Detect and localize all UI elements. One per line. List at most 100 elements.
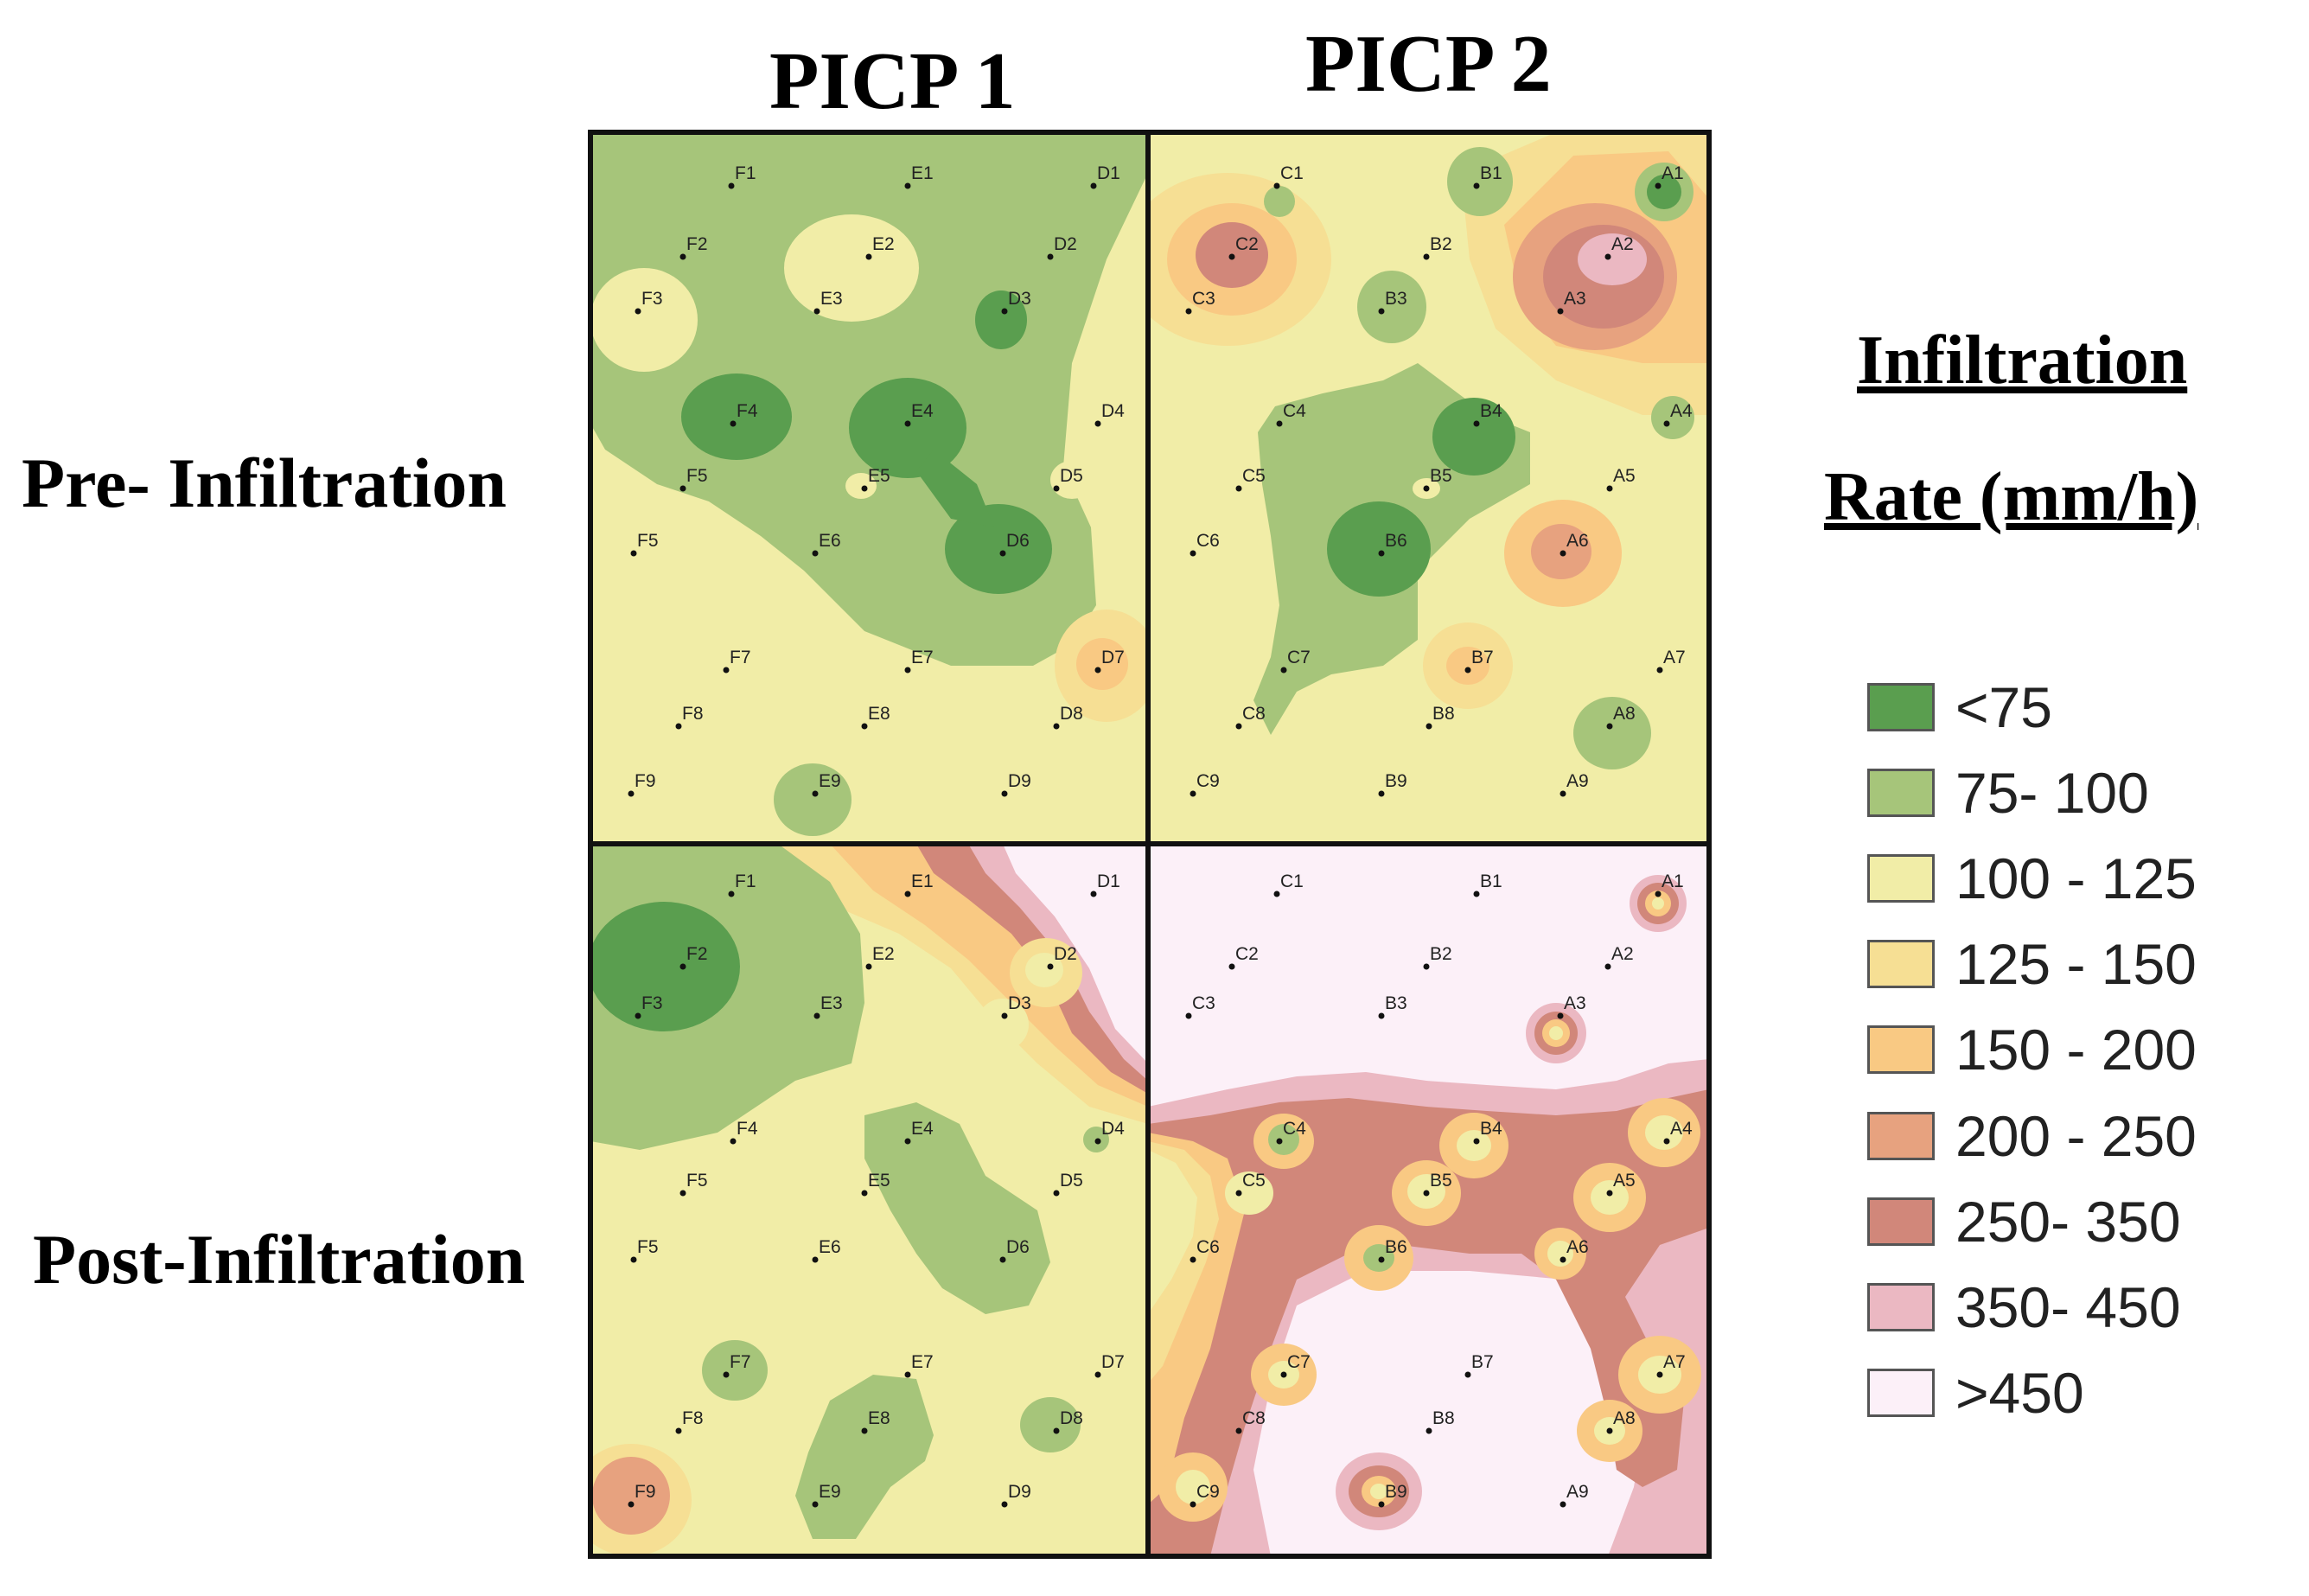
sample-point-label-picp2-pre: C3 bbox=[1192, 289, 1215, 309]
sample-point-label-picp2-pre: A4 bbox=[1670, 401, 1693, 421]
sample-point-marker bbox=[730, 1138, 737, 1145]
sample-point-marker bbox=[812, 1501, 819, 1508]
sample-point-label-picp2-pre: C4 bbox=[1283, 401, 1306, 421]
sample-point-label-picp2-pre: C1 bbox=[1280, 163, 1304, 183]
sample-point-label-picp2-pre: A6 bbox=[1566, 531, 1589, 551]
sample-point-label-picp1-pre: E9 bbox=[819, 771, 841, 791]
sample-point-label-picp2-post: C8 bbox=[1242, 1408, 1266, 1428]
sample-point-marker bbox=[1557, 1012, 1564, 1019]
sample-point-label-picp2-pre: C2 bbox=[1235, 234, 1259, 254]
sample-point-label-picp2-post: C1 bbox=[1280, 871, 1304, 891]
sample-point-label-picp1-pre: E2 bbox=[872, 234, 895, 254]
sample-points: F1 E1 D1 F2 E2 D2 F3 E3 D3 F4 E4 D4 F5 E5 D5 F5 E6 D6 F7 E7… bbox=[628, 163, 1693, 1508]
sample-point-label-picp2-pre: A2 bbox=[1611, 234, 1634, 254]
sample-point-marker bbox=[1001, 790, 1008, 797]
sample-point-marker bbox=[1473, 1138, 1480, 1145]
sample-point-label-picp2-post: A6 bbox=[1566, 1237, 1589, 1257]
sample-point-label-picp2-pre: C9 bbox=[1196, 771, 1220, 791]
legend-item: 75- 100 bbox=[1867, 750, 2197, 835]
sample-point-marker bbox=[865, 963, 872, 970]
sample-point-marker bbox=[1663, 420, 1670, 427]
sample-point-marker bbox=[1464, 667, 1471, 674]
sample-point-label-picp1-post: D2 bbox=[1054, 944, 1077, 964]
sample-point-label-picp2-pre: B9 bbox=[1385, 771, 1407, 791]
sample-point-marker bbox=[1604, 253, 1611, 260]
sample-point-label-picp1-post: D8 bbox=[1060, 1408, 1083, 1428]
sample-point-label-picp1-post: F7 bbox=[730, 1352, 751, 1372]
sample-point-marker bbox=[1094, 667, 1101, 674]
map-picp2-post bbox=[1148, 844, 1709, 1556]
legend-label: 75- 100 bbox=[1955, 760, 2149, 825]
sample-point-label-picp1-pre: F5 bbox=[686, 466, 708, 486]
sample-point-label-picp1-post: D6 bbox=[1006, 1237, 1030, 1257]
legend-label: <75 bbox=[1955, 674, 2052, 739]
sample-point-marker bbox=[813, 308, 820, 315]
legend-item: 125 - 150 bbox=[1867, 922, 2197, 1007]
sample-point-marker bbox=[1228, 253, 1235, 260]
sample-point-label-picp1-post: E4 bbox=[911, 1119, 934, 1139]
sample-point-marker bbox=[630, 550, 637, 557]
sample-point-label-picp2-pre: A8 bbox=[1613, 704, 1636, 724]
sample-point-marker bbox=[1190, 1256, 1196, 1263]
sample-point-label-picp2-post: C6 bbox=[1196, 1237, 1220, 1257]
sample-point-label-picp2-post: B2 bbox=[1430, 944, 1452, 964]
sample-point-marker bbox=[1423, 1190, 1430, 1197]
sample-point-label-picp1-post: E7 bbox=[911, 1352, 934, 1372]
sample-point-marker bbox=[861, 1190, 868, 1197]
sample-point-marker bbox=[1606, 723, 1613, 730]
row-title-post-infiltration: Post-Infiltration bbox=[33, 1220, 526, 1299]
sample-point-label-picp2-post: C2 bbox=[1235, 944, 1259, 964]
sample-point-label-picp2-post: B8 bbox=[1432, 1408, 1455, 1428]
sample-point-marker bbox=[679, 1190, 686, 1197]
sample-point-label-picp1-pre: F7 bbox=[730, 648, 751, 667]
sample-point-label-picp2-post: B1 bbox=[1480, 871, 1502, 891]
sample-point-label-picp1-post: F2 bbox=[686, 944, 708, 964]
sample-point-label-picp1-post: F1 bbox=[735, 871, 756, 891]
sample-point-marker bbox=[1053, 723, 1060, 730]
sample-point-label-picp1-pre: E4 bbox=[911, 401, 934, 421]
sample-point-marker bbox=[628, 1501, 635, 1508]
sample-point-marker bbox=[1604, 963, 1611, 970]
sample-point-label-picp1-post: F5 bbox=[637, 1237, 659, 1257]
legend-label: 350- 450 bbox=[1955, 1274, 2181, 1339]
sample-point-marker bbox=[675, 723, 682, 730]
sample-point-marker bbox=[1047, 253, 1054, 260]
legend-swatch bbox=[1867, 1111, 1935, 1160]
sample-point-marker bbox=[1090, 182, 1097, 189]
sample-point-marker bbox=[1378, 1501, 1385, 1508]
sample-point-label-picp2-post: A3 bbox=[1564, 993, 1586, 1013]
sample-point-label-picp2-pre: B3 bbox=[1385, 289, 1407, 309]
sample-point-marker bbox=[1557, 308, 1564, 315]
sample-point-marker bbox=[904, 420, 911, 427]
sample-point-label-picp2-pre: C5 bbox=[1242, 466, 1266, 486]
sample-point-label-picp1-post: E6 bbox=[819, 1237, 841, 1257]
sample-point-label-picp2-post: A1 bbox=[1662, 871, 1684, 891]
sample-point-label-picp1-pre: E8 bbox=[868, 704, 890, 724]
sample-point-marker bbox=[1663, 1138, 1670, 1145]
legend-item: 350- 450 bbox=[1867, 1264, 2197, 1350]
sample-point-label-picp1-post: D5 bbox=[1060, 1171, 1083, 1191]
sample-point-marker bbox=[1656, 667, 1663, 674]
sample-point-marker bbox=[1606, 1190, 1613, 1197]
legend-title-line1: Infiltration bbox=[1857, 322, 2188, 399]
sample-point-marker bbox=[1280, 667, 1287, 674]
column-title-picp1: PICP 1 bbox=[769, 36, 1016, 126]
sample-point-marker bbox=[1273, 891, 1280, 897]
sample-point-label-picp1-post: F9 bbox=[635, 1482, 656, 1502]
sample-point-label-picp2-post: C7 bbox=[1287, 1352, 1311, 1372]
sample-point-marker bbox=[1280, 1371, 1287, 1378]
legend-swatch bbox=[1867, 768, 1935, 817]
sample-point-marker bbox=[1276, 420, 1283, 427]
sample-point-marker bbox=[861, 485, 868, 492]
sample-point-label-picp2-post: B3 bbox=[1385, 993, 1407, 1013]
sample-point-label-picp2-post: B5 bbox=[1430, 1171, 1452, 1191]
legend-label: 200 - 250 bbox=[1955, 1103, 2197, 1168]
sample-point-marker bbox=[728, 182, 735, 189]
sample-point-marker bbox=[635, 308, 641, 315]
row-title-pre-infiltration: Pre- Infiltration bbox=[22, 444, 507, 522]
sample-point-label-picp1-pre: D9 bbox=[1008, 771, 1031, 791]
sample-point-label-picp2-pre: A7 bbox=[1663, 648, 1686, 667]
sample-point-label-picp1-post: E5 bbox=[868, 1171, 890, 1191]
sample-point-label-picp1-post: E8 bbox=[868, 1408, 890, 1428]
sample-point-marker bbox=[1273, 182, 1280, 189]
